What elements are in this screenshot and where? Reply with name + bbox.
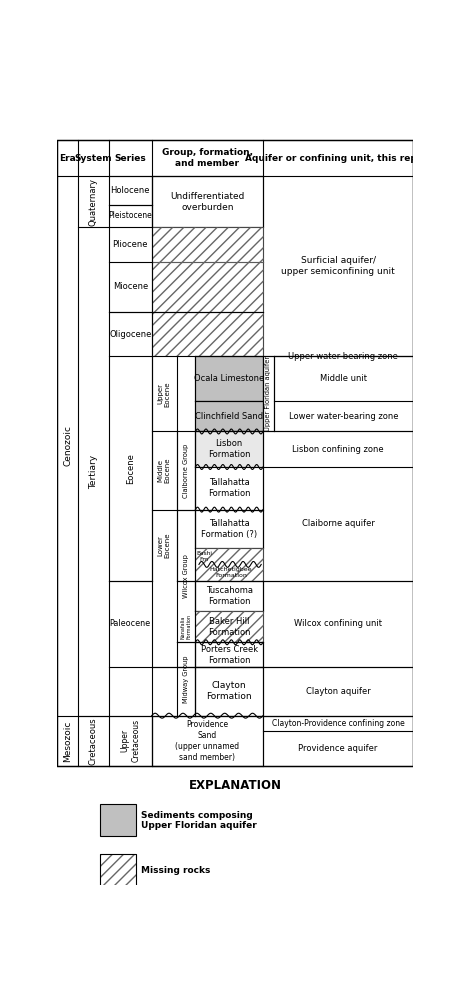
Text: Lower water-bearing zone: Lower water-bearing zone — [289, 412, 398, 420]
Text: Clayton-Providence confining zone: Clayton-Providence confining zone — [272, 719, 404, 728]
Text: Claiborne Group: Claiborne Group — [183, 443, 189, 498]
Text: Bashi
Fm: Bashi Fm — [196, 551, 213, 562]
Text: Paleocene: Paleocene — [110, 619, 151, 628]
Bar — [196, 431, 263, 467]
Text: System: System — [75, 154, 112, 163]
Bar — [100, 854, 136, 887]
Text: Upper water-bearing zone: Upper water-bearing zone — [288, 352, 398, 361]
Text: Upper Floridan aquifer: Upper Floridan aquifer — [265, 356, 271, 431]
Text: Lower
Eocene: Lower Eocene — [157, 533, 171, 558]
Text: Aquifer or confining unit, this report: Aquifer or confining unit, this report — [245, 154, 431, 163]
Text: Middle
Eocene: Middle Eocene — [157, 458, 171, 483]
Text: Wilcox confining unit: Wilcox confining unit — [294, 619, 382, 628]
Bar — [151, 176, 263, 228]
Bar — [196, 580, 263, 611]
Text: Era: Era — [59, 154, 76, 163]
Text: Tuscahoma
Formation: Tuscahoma Formation — [206, 586, 253, 606]
Bar — [196, 510, 263, 548]
Bar — [196, 667, 263, 716]
Bar — [196, 356, 263, 401]
Text: Tallahatta
Formation (?): Tallahatta Formation (?) — [201, 519, 257, 539]
Text: Cenozoic: Cenozoic — [63, 425, 72, 466]
Text: Quaternary: Quaternary — [89, 178, 98, 226]
Text: Clayton
Formation: Clayton Formation — [207, 681, 252, 702]
Text: Sediments composing
Upper Floridan aquifer: Sediments composing Upper Floridan aquif… — [141, 811, 257, 830]
Text: Oligocene: Oligocene — [109, 330, 151, 339]
Text: Middle unit: Middle unit — [320, 374, 367, 383]
Text: Lisbon confining zone: Lisbon confining zone — [292, 444, 384, 453]
Text: Baker Hill
Formation: Baker Hill Formation — [208, 617, 251, 637]
Text: Hatchetigbee
Formation: Hatchetigbee Formation — [210, 567, 252, 579]
Text: Missing rocks: Missing rocks — [141, 866, 210, 875]
Bar — [196, 467, 263, 510]
Bar — [196, 611, 263, 642]
Bar — [57, 140, 413, 766]
Text: Pliocene: Pliocene — [112, 240, 148, 248]
Text: EXPLANATION: EXPLANATION — [189, 779, 282, 792]
Text: Group, formation,
and member: Group, formation, and member — [162, 148, 253, 168]
Text: Porters Creek
Formation: Porters Creek Formation — [201, 645, 258, 665]
Text: Ocala Limestone: Ocala Limestone — [194, 374, 264, 383]
Text: Mesozoic: Mesozoic — [63, 721, 72, 761]
Bar — [196, 548, 263, 580]
Text: Tertiary: Tertiary — [89, 454, 98, 488]
Text: Undifferentiated
overburden: Undifferentiated overburden — [170, 192, 245, 212]
Bar — [151, 312, 263, 356]
Text: Providence
Sand
(upper unnamed
sand member): Providence Sand (upper unnamed sand memb… — [175, 720, 240, 762]
Bar — [196, 401, 263, 431]
Text: Clayton aquifer: Clayton aquifer — [306, 687, 370, 696]
Text: Surficial aquifer/
upper semiconfining unit: Surficial aquifer/ upper semiconfining u… — [281, 256, 395, 276]
Text: Miocene: Miocene — [112, 282, 148, 291]
Bar — [196, 548, 263, 580]
Bar — [100, 804, 136, 836]
Bar — [196, 642, 263, 667]
Text: Cretaceous: Cretaceous — [89, 717, 98, 764]
Text: Upper
Cretaceous: Upper Cretaceous — [120, 720, 140, 762]
Bar — [151, 261, 263, 312]
Text: Series: Series — [114, 154, 146, 163]
Bar — [151, 261, 263, 312]
Text: Nanafalia
Formation: Nanafalia Formation — [180, 614, 191, 639]
Text: Claiborne aquifer: Claiborne aquifer — [302, 519, 375, 529]
Bar — [263, 356, 274, 431]
Text: Midway Group: Midway Group — [183, 655, 189, 703]
Bar — [151, 228, 263, 261]
Text: Lisbon
Formation: Lisbon Formation — [208, 439, 251, 459]
Bar — [100, 854, 136, 887]
Bar — [100, 854, 136, 887]
Text: Pleistocene: Pleistocene — [108, 212, 152, 221]
Bar — [196, 611, 263, 642]
Text: Holocene: Holocene — [111, 186, 150, 195]
Bar — [151, 312, 263, 356]
Text: Clinchfield Sand: Clinchfield Sand — [195, 412, 263, 420]
Text: Upper
Eocene: Upper Eocene — [157, 381, 171, 407]
Bar — [151, 228, 263, 261]
Text: Tallahatta
Formation: Tallahatta Formation — [208, 478, 251, 498]
Bar — [151, 716, 263, 766]
Text: Providence aquifer: Providence aquifer — [298, 744, 378, 752]
Text: Wilcox Group: Wilcox Group — [183, 554, 189, 597]
Text: Eocene: Eocene — [126, 453, 135, 484]
